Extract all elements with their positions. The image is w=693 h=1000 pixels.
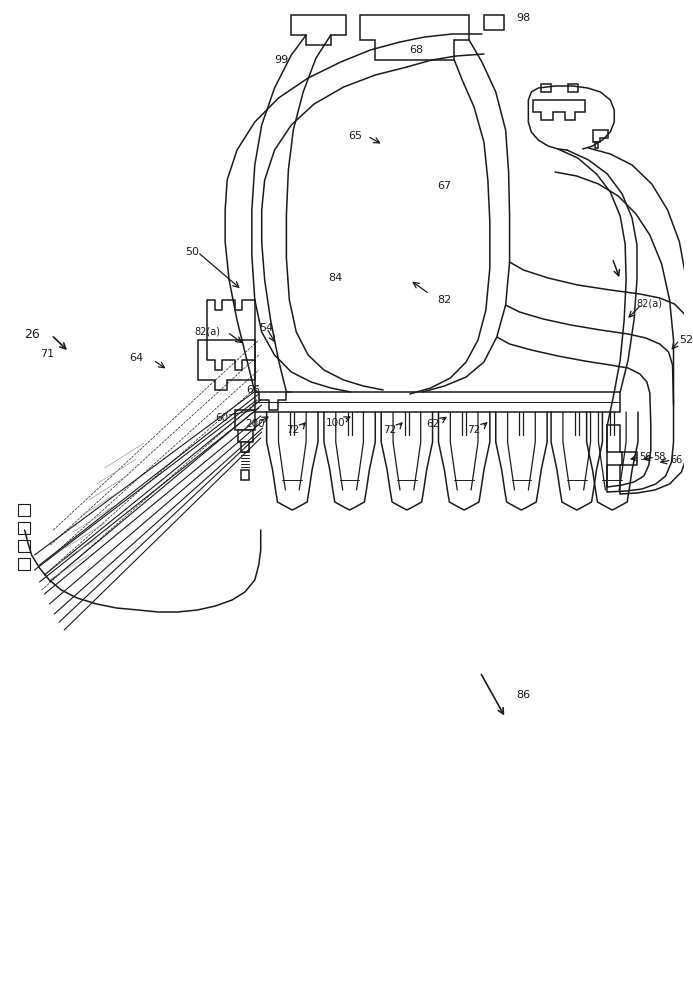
Text: 82: 82 bbox=[437, 295, 452, 305]
Polygon shape bbox=[534, 100, 585, 120]
Text: 72: 72 bbox=[467, 425, 481, 435]
Polygon shape bbox=[18, 522, 30, 534]
Polygon shape bbox=[238, 430, 253, 442]
Polygon shape bbox=[198, 340, 255, 390]
Polygon shape bbox=[360, 15, 469, 60]
Text: 58: 58 bbox=[653, 452, 666, 462]
Text: 84: 84 bbox=[328, 273, 343, 283]
Polygon shape bbox=[484, 15, 504, 30]
Text: 98: 98 bbox=[516, 13, 531, 23]
Polygon shape bbox=[18, 504, 30, 516]
Polygon shape bbox=[241, 442, 249, 452]
Text: 99: 99 bbox=[274, 55, 288, 65]
Text: 65: 65 bbox=[349, 131, 362, 141]
Polygon shape bbox=[18, 558, 30, 570]
Text: 67: 67 bbox=[437, 181, 451, 191]
Polygon shape bbox=[595, 142, 599, 148]
Text: 200: 200 bbox=[245, 419, 265, 429]
Text: 68: 68 bbox=[410, 45, 424, 55]
Polygon shape bbox=[235, 410, 255, 430]
Polygon shape bbox=[241, 470, 249, 480]
Text: 100: 100 bbox=[326, 418, 346, 428]
Text: 64: 64 bbox=[129, 353, 143, 363]
Text: 71: 71 bbox=[40, 349, 55, 359]
Text: 66: 66 bbox=[246, 385, 260, 395]
Polygon shape bbox=[255, 392, 620, 412]
Text: 26: 26 bbox=[24, 328, 40, 342]
Text: 50: 50 bbox=[186, 247, 200, 257]
Polygon shape bbox=[568, 84, 578, 92]
Text: 72: 72 bbox=[383, 425, 396, 435]
Text: 82(a): 82(a) bbox=[637, 299, 663, 309]
Text: 82(a): 82(a) bbox=[195, 327, 220, 337]
Text: 54: 54 bbox=[260, 323, 274, 333]
Polygon shape bbox=[291, 15, 346, 45]
Text: 86: 86 bbox=[516, 690, 530, 700]
Polygon shape bbox=[593, 130, 608, 142]
Text: 60: 60 bbox=[216, 413, 229, 423]
Polygon shape bbox=[541, 84, 551, 92]
Text: 72: 72 bbox=[286, 425, 299, 435]
Polygon shape bbox=[18, 540, 30, 552]
Text: 56: 56 bbox=[639, 452, 651, 462]
Text: 66: 66 bbox=[670, 455, 683, 465]
Text: 52: 52 bbox=[679, 335, 693, 345]
Text: 62: 62 bbox=[426, 419, 439, 429]
